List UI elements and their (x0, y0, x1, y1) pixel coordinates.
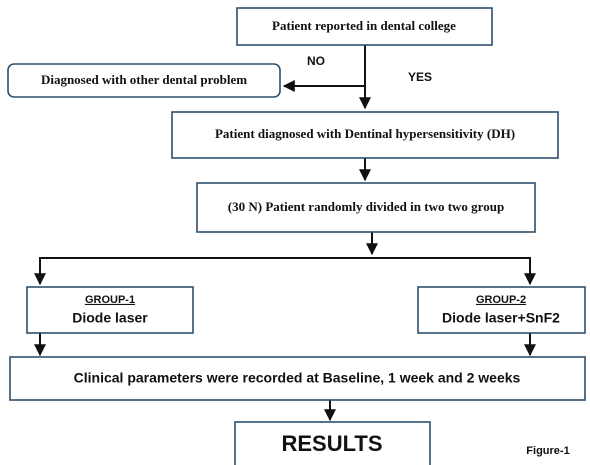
node-box (26, 286, 194, 334)
edge-label: NO (307, 54, 325, 68)
node-label: Diagnosed with other dental problem (41, 72, 247, 87)
node-label: Patient diagnosed with Dentinal hypersen… (215, 126, 515, 141)
node-box (171, 111, 559, 159)
connectors (34, 45, 536, 422)
node-box (196, 182, 536, 233)
node-box (417, 286, 586, 334)
group-label: GROUP-2 (476, 294, 526, 306)
node-label: Diode laser (72, 310, 148, 326)
node-label: (30 N) Patient randomly divided in two t… (228, 199, 504, 214)
caption: Figure-1 (526, 445, 569, 457)
node-label: Clinical parameters were recorded at Bas… (74, 370, 521, 386)
node-box (236, 7, 493, 46)
node-box (9, 356, 586, 401)
group-label: GROUP-1 (85, 294, 135, 306)
edge-label: YES (408, 70, 432, 84)
node-label: RESULTS (281, 431, 382, 456)
node-label: Diode laser+SnF2 (442, 310, 560, 326)
node-box (7, 63, 281, 98)
node-label: Patient reported in dental college (272, 18, 456, 33)
node-box (234, 421, 431, 465)
